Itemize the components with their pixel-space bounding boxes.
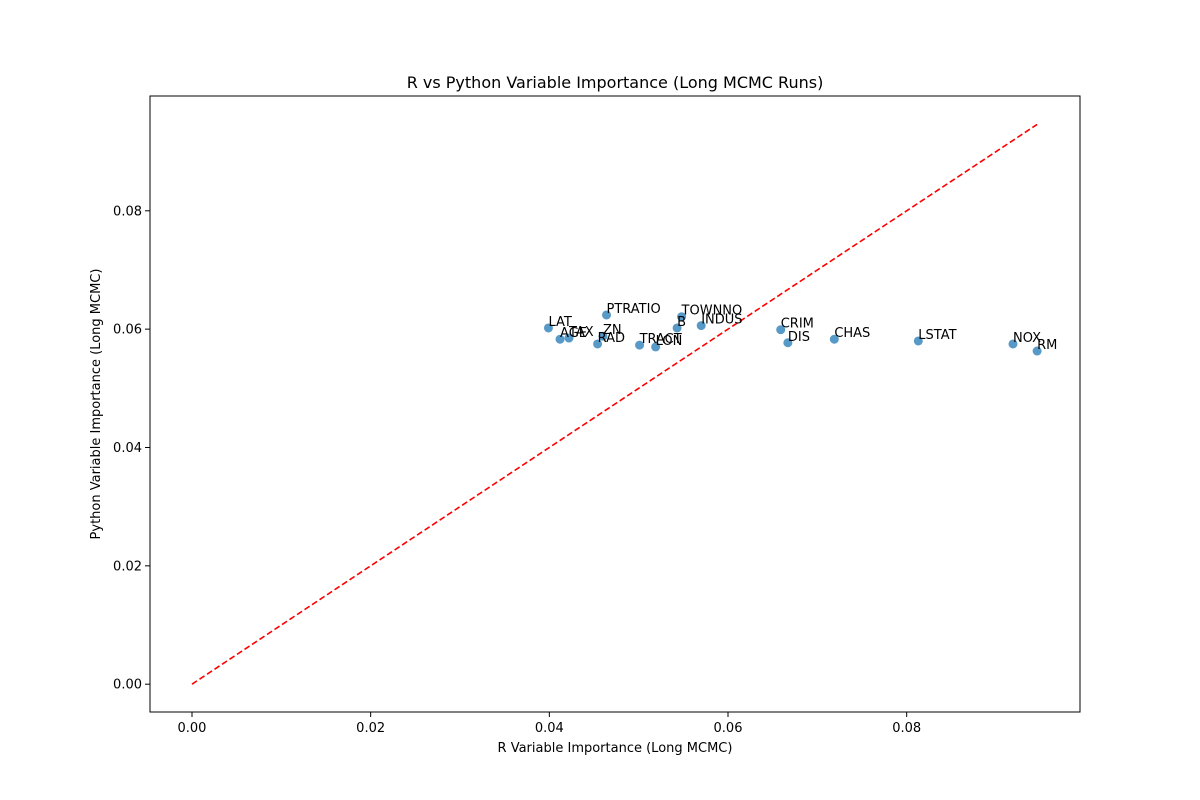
plot-frame — [149, 95, 1081, 713]
x-axis-ticks: 0.00 0.02 0.04 0.06 0.08 — [178, 712, 921, 736]
data-point — [1008, 339, 1018, 349]
x-tick-label: 0.04 — [535, 721, 564, 736]
data-point — [602, 310, 612, 320]
y-tick-label: 0.00 — [113, 678, 142, 693]
point-label: INDUS — [701, 313, 742, 328]
point-label: CHAS — [834, 326, 870, 341]
data-point — [696, 321, 706, 331]
y-tick-label: 0.02 — [113, 559, 142, 574]
data-point — [783, 338, 793, 348]
data-point — [672, 323, 682, 333]
point-label: DIS — [788, 330, 810, 345]
point-label: TRACT — [639, 332, 682, 347]
data-point — [651, 342, 661, 352]
point-label: RM — [1037, 338, 1057, 353]
data-point — [555, 334, 565, 344]
point-label: PTRATIO — [607, 302, 661, 317]
point-label: CRIM — [781, 317, 814, 332]
data-point — [635, 340, 645, 350]
point-label: ZN — [603, 323, 622, 338]
x-tick-label: 0.00 — [178, 721, 207, 736]
y-tick-label: 0.04 — [113, 441, 142, 456]
x-tick-label: 0.02 — [356, 721, 385, 736]
data-point — [543, 323, 553, 333]
point-label: TAX — [568, 325, 594, 340]
point-label: AGE — [560, 326, 587, 341]
x-axis-label: R Variable Importance (Long MCMC) — [498, 741, 733, 756]
data-point — [598, 331, 608, 341]
point-label: LON — [656, 334, 683, 349]
x-tick-label: 0.08 — [892, 721, 921, 736]
reference-line — [191, 123, 1038, 685]
reference-line-layer — [191, 123, 1038, 685]
data-point — [593, 339, 603, 349]
data-point — [829, 334, 839, 344]
y-tick-label: 0.06 — [113, 323, 142, 338]
y-axis-label: Python Variable Importance (Long MCMC) — [89, 269, 104, 540]
data-point — [776, 325, 786, 335]
data-point — [564, 333, 574, 343]
y-tick-label: 0.08 — [113, 204, 142, 219]
point-label: RAD — [598, 331, 625, 346]
chart-title: R vs Python Variable Importance (Long MC… — [407, 73, 824, 92]
data-point — [677, 312, 687, 322]
point-label: B — [677, 315, 686, 330]
y-axis-ticks: 0.00 0.02 0.04 0.06 0.08 — [113, 204, 150, 693]
point-label: LAT — [548, 315, 571, 330]
point-label: LSTAT — [918, 328, 956, 343]
points-layer — [543, 310, 1042, 356]
point-label: NOX — [1013, 331, 1041, 346]
data-point — [913, 336, 923, 346]
data-point — [1032, 346, 1042, 356]
x-tick-label: 0.06 — [714, 721, 743, 736]
point-label: TOWNNO — [681, 304, 743, 319]
